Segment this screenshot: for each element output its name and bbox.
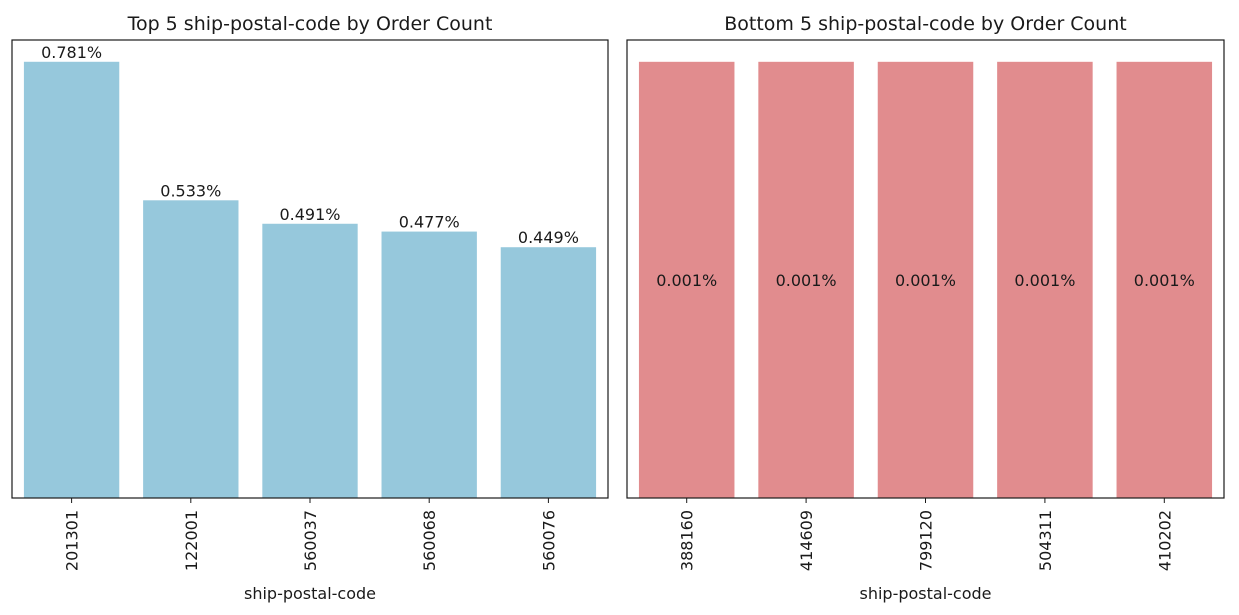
chart-title: Bottom 5 ship-postal-code by Order Count: [724, 13, 1126, 35]
data-label: 0.001%: [776, 271, 837, 290]
bar-560037: [262, 223, 358, 498]
plot-frame: [626, 39, 1225, 499]
bar-799120: [877, 61, 974, 499]
data-label: 0.449%: [518, 228, 579, 247]
x-tick-label: 560068: [420, 510, 439, 571]
chart-title: Top 5 ship-postal-code by Order Count: [127, 13, 493, 35]
data-label: 0.533%: [160, 181, 221, 200]
x-tick-label: 799120: [917, 510, 936, 571]
bar-122001: [143, 200, 239, 499]
bar-560068: [381, 231, 477, 498]
data-label: 0.001%: [1014, 271, 1075, 290]
data-label: 0.781%: [41, 43, 102, 62]
data-label: 0.001%: [1134, 271, 1195, 290]
x-tick-label: 388160: [678, 510, 697, 571]
bar-504311: [997, 61, 1093, 499]
bar-410202: [1116, 61, 1213, 499]
x-axis-label: ship-postal-code: [859, 584, 991, 603]
chart-bottom-5: Bottom 5 ship-postal-code by Order Count…: [626, 13, 1225, 603]
data-label: 0.001%: [895, 271, 956, 290]
data-label: 0.001%: [656, 271, 717, 290]
data-label: 0.491%: [279, 205, 340, 224]
bar-201301: [23, 61, 120, 498]
chart-top-5: Top 5 ship-postal-code by Order Count 0.7…: [11, 13, 609, 603]
bar-560076: [500, 247, 597, 498]
x-tick-label: 560037: [301, 510, 320, 571]
bar-414609: [758, 61, 854, 499]
x-tick-label: 414609: [797, 510, 816, 571]
x-tick-label: 122001: [182, 510, 201, 571]
x-tick-label: 201301: [63, 510, 82, 571]
x-tick-label: 410202: [1155, 510, 1174, 571]
x-tick-label: 560076: [539, 510, 558, 571]
bar-388160: [638, 61, 735, 499]
plot-frame: [11, 39, 609, 499]
data-label: 0.477%: [399, 213, 460, 232]
x-tick-label: 504311: [1036, 510, 1055, 571]
x-axis-label: ship-postal-code: [244, 584, 376, 603]
